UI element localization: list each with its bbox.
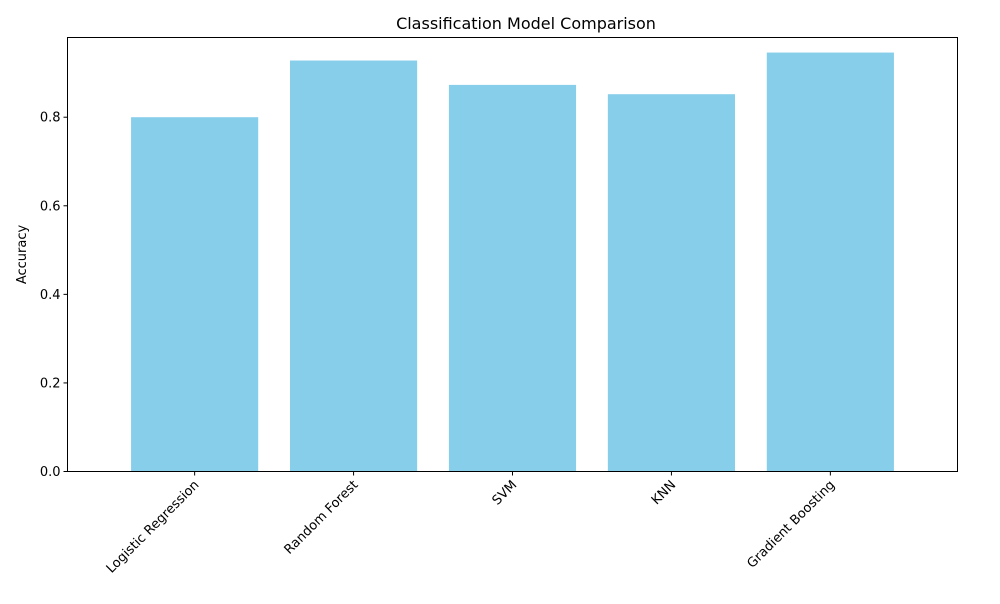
plot-area-frame (67, 37, 958, 472)
y-tick-label: 0.4 (40, 288, 61, 303)
bars-group (131, 52, 894, 472)
bar-random-forest (290, 60, 418, 472)
y-tick-label: 0.8 (40, 111, 61, 126)
y-tick-label: 0.6 (40, 199, 61, 214)
y-tick-label: 0.0 (40, 465, 61, 480)
y-tick-label: 0.2 (40, 376, 61, 391)
bar-svm (448, 84, 577, 472)
y-axis-label: Accuracy (15, 225, 30, 285)
bar-logistic-regression (131, 117, 259, 472)
bar-gradient-boosting (766, 52, 894, 472)
bar-knn (607, 94, 735, 472)
chart-title: Classification Model Comparison (396, 14, 656, 33)
y-axis-ticks: 0.0 0.2 0.4 0.6 0.8 (40, 111, 68, 480)
